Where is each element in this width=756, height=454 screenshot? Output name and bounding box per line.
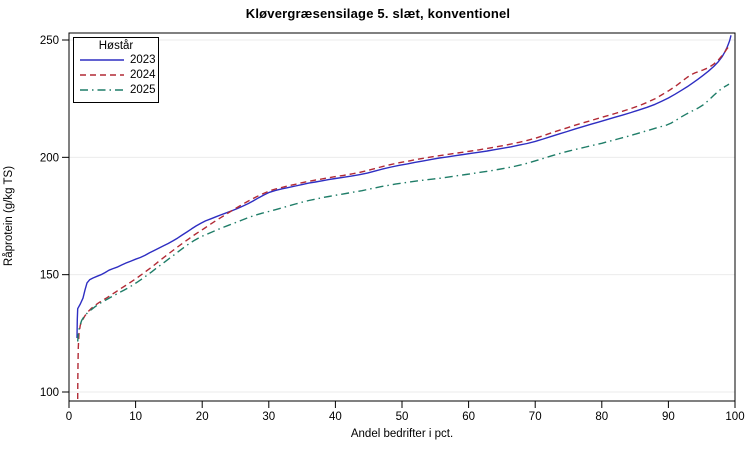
- y-tick-label-200: 200: [40, 152, 59, 164]
- x-tick-label-20: 20: [196, 411, 209, 423]
- x-tick-label-60: 60: [462, 411, 475, 423]
- x-tick-label-50: 50: [396, 411, 409, 423]
- y-tick-label-100: 100: [40, 387, 59, 399]
- legend-label-2023: 2023: [130, 53, 156, 66]
- y-tick-label-250: 250: [40, 35, 59, 47]
- legend-title: Høstår: [98, 40, 134, 52]
- legend-entry-2023: 2023: [74, 52, 158, 67]
- legend-line-2023-icon: [80, 58, 124, 61]
- series-line-2025: [77, 83, 730, 342]
- legend-label-2025: 2025: [130, 83, 156, 96]
- chart-title: Kløvergræsensilage 5. slæt, konventionel: [245, 6, 511, 21]
- legend-entry-2024: 2024: [74, 67, 158, 82]
- x-tick-label-100: 100: [725, 411, 744, 423]
- x-tick-label-0: 0: [66, 411, 72, 423]
- legend-entry-2025: 2025: [74, 82, 158, 97]
- x-axis-title: Andel bedrifter i pct.: [350, 428, 454, 440]
- legend-label-2024: 2024: [130, 68, 156, 81]
- plot-frame: [68, 32, 736, 402]
- x-tick-label-30: 30: [262, 411, 275, 423]
- y-axis-title: Råprotein (g/kg TS): [3, 165, 15, 267]
- legend-line-2025-icon: [80, 88, 124, 91]
- x-tick-label-10: 10: [129, 411, 142, 423]
- series-line-2023: [76, 35, 732, 339]
- x-tick-label-40: 40: [329, 411, 342, 423]
- y-tick-label-150: 150: [40, 270, 59, 282]
- series-line-2024: [77, 43, 731, 400]
- x-tick-label-70: 70: [529, 411, 542, 423]
- x-tick-label-90: 90: [662, 411, 675, 423]
- x-tick-label-80: 80: [595, 411, 608, 423]
- legend-line-2024-icon: [80, 73, 124, 76]
- legend-box: Høstår 2023 2024 2025: [73, 37, 159, 103]
